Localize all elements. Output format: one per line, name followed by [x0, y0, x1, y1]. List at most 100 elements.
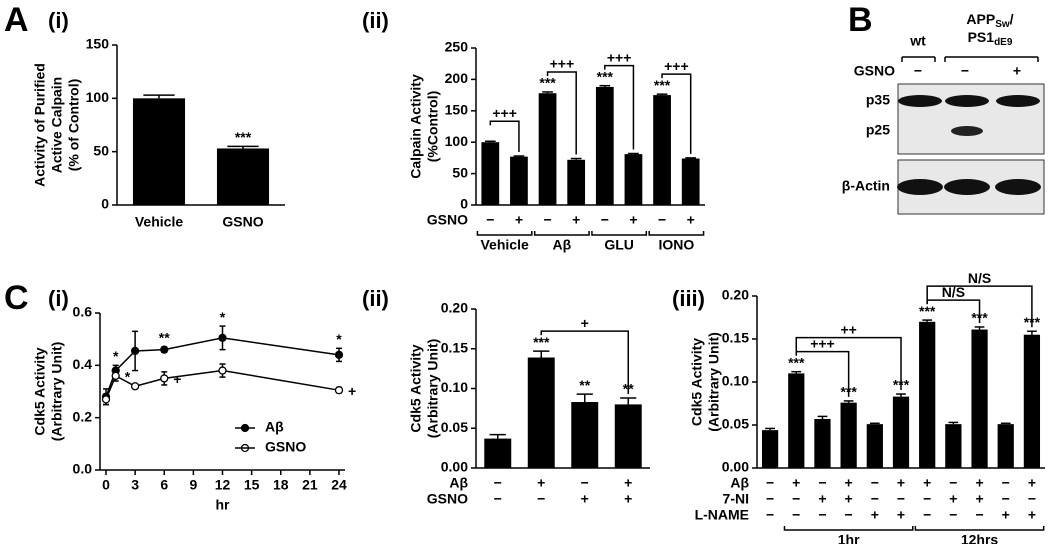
group-label: Vehicle [480, 237, 528, 253]
comparison-bracket [546, 71, 577, 155]
y-tick-label: 0.20 [722, 287, 749, 303]
significance: * [125, 369, 131, 385]
y-tick-label: 0.00 [441, 459, 468, 475]
significance: * [336, 331, 342, 347]
bar [840, 402, 857, 468]
bar [567, 159, 586, 205]
panel-label: (ii) [362, 286, 389, 311]
sign: − [543, 212, 551, 228]
x-tick-label: 12 [215, 477, 231, 493]
y-tick-label: 0.05 [441, 419, 468, 435]
sign: + [975, 475, 983, 491]
comparison-bracket [489, 120, 520, 153]
y-tick-label: 50 [452, 164, 468, 180]
bar [997, 424, 1014, 468]
significance: *** [539, 75, 556, 91]
sign: − [494, 491, 502, 507]
legend-label: GSNO [265, 439, 306, 455]
comparison-bracket [540, 330, 629, 395]
lane-label: wt [909, 33, 926, 49]
sign: + [515, 212, 523, 228]
significance: *** [597, 68, 614, 84]
y-axis-label: Active Calpain [49, 77, 65, 173]
x-tick-label: 15 [244, 477, 260, 493]
y-axis-label: (Arbitrary Unit) [706, 332, 722, 432]
bar [595, 86, 614, 205]
comparison-bracket [661, 73, 692, 154]
sign: − [494, 475, 502, 491]
x-tick-label: 24 [331, 477, 347, 493]
bar [653, 95, 671, 205]
sign: + [624, 475, 632, 491]
y-tick-label: 200 [445, 70, 469, 86]
sign: + [897, 475, 905, 491]
row-label: L-NAME [695, 507, 749, 523]
band [944, 179, 990, 195]
sign: − [949, 475, 957, 491]
bar [814, 418, 831, 468]
y-axis-label: (% of Control) [66, 79, 82, 172]
significance: *** [654, 77, 671, 93]
bar [481, 142, 500, 205]
comparison-label: +++ [492, 105, 517, 121]
marker [111, 371, 120, 380]
sign: − [871, 475, 879, 491]
y-tick-label: 0.20 [441, 300, 468, 316]
sign: − [975, 507, 983, 523]
y-axis-label: (Arbitrary Unit) [425, 339, 441, 439]
sign: − [1028, 491, 1036, 507]
lane-label: APPSw/ [966, 11, 1013, 30]
sign: + [581, 491, 589, 507]
band-label: β-Actin [842, 178, 890, 194]
bar [892, 396, 910, 468]
bar [538, 93, 557, 205]
sign: − [766, 507, 774, 523]
sign: + [975, 491, 983, 507]
sign: + [923, 475, 931, 491]
panel-label: (iii) [672, 286, 705, 311]
sign: − [658, 212, 666, 228]
bar [761, 430, 779, 468]
sign: − [601, 212, 609, 228]
bar [971, 329, 988, 468]
x-tick-label: GSNO [222, 214, 263, 230]
comparison-label: N/S [968, 270, 991, 286]
sign: − [949, 507, 957, 523]
y-tick-label: 0.2 [73, 408, 93, 424]
lane-label: PS1dE9 [968, 29, 1013, 48]
sign: + [624, 491, 632, 507]
x-tick-label: 18 [273, 477, 289, 493]
y-tick-label: 0.15 [722, 330, 749, 346]
bar [614, 404, 642, 468]
sign: + [845, 475, 853, 491]
group-bracket [476, 231, 533, 236]
row-label: 7-NI [723, 491, 749, 507]
y-tick-label: 150 [86, 36, 110, 52]
band [995, 179, 1041, 195]
bar [681, 158, 700, 205]
bar [1023, 334, 1041, 468]
band [996, 95, 1040, 107]
marker [160, 345, 169, 354]
sign: + [845, 491, 853, 507]
sign: − [486, 212, 494, 228]
marker [218, 333, 227, 343]
significance: *** [919, 303, 936, 319]
sign: + [1002, 507, 1010, 523]
panel-letter: C [4, 279, 29, 317]
sign: − [818, 475, 826, 491]
group-label: GLU [604, 237, 634, 253]
y-tick-label: 150 [445, 102, 469, 118]
sign: + [1013, 63, 1021, 79]
sign: − [871, 491, 879, 507]
comparison-label: +++ [607, 49, 632, 65]
comparison-bracket [604, 64, 635, 150]
panel-label: (i) [48, 8, 69, 33]
sign: + [871, 507, 879, 523]
group-bracket [783, 526, 914, 531]
x-tick-label: 6 [160, 477, 168, 493]
sign: − [766, 475, 774, 491]
significance: *** [533, 334, 550, 350]
sign: + [792, 475, 800, 491]
sign: − [845, 507, 853, 523]
